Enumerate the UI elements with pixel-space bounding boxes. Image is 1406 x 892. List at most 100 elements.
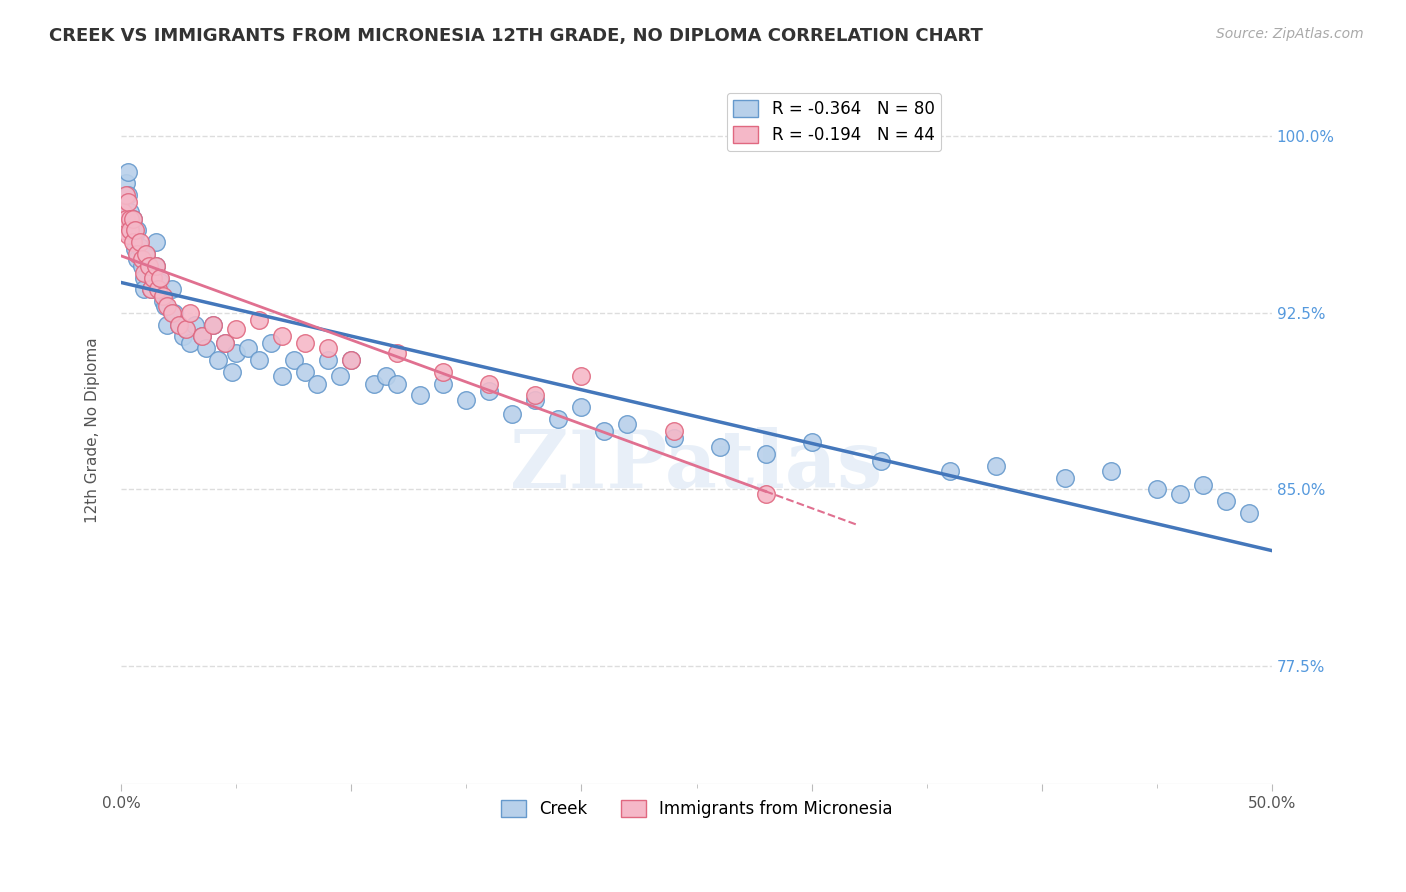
Point xyxy=(112,200,135,214)
Text: ZIPatlas: ZIPatlas xyxy=(510,427,883,505)
Point xyxy=(139,282,162,296)
Point xyxy=(117,195,139,210)
Point xyxy=(271,329,294,343)
Point xyxy=(117,164,139,178)
Point xyxy=(501,407,523,421)
Point xyxy=(478,376,501,391)
Point xyxy=(340,353,363,368)
Point xyxy=(247,313,270,327)
Point xyxy=(214,336,236,351)
Point xyxy=(800,435,823,450)
Point xyxy=(1192,477,1215,491)
Point xyxy=(145,235,167,250)
Point xyxy=(202,318,225,332)
Point xyxy=(145,259,167,273)
Point xyxy=(174,322,197,336)
Point xyxy=(387,376,409,391)
Point xyxy=(294,336,316,351)
Point xyxy=(329,369,352,384)
Point xyxy=(117,228,139,243)
Point xyxy=(207,353,229,368)
Point xyxy=(114,211,136,226)
Point xyxy=(363,376,385,391)
Point xyxy=(869,454,891,468)
Point xyxy=(571,400,593,414)
Point xyxy=(128,235,150,250)
Point xyxy=(179,336,201,351)
Text: CREEK VS IMMIGRANTS FROM MICRONESIA 12TH GRADE, NO DIPLOMA CORRELATION CHART: CREEK VS IMMIGRANTS FROM MICRONESIA 12TH… xyxy=(49,27,983,45)
Point xyxy=(112,204,135,219)
Point xyxy=(124,242,146,256)
Point xyxy=(316,353,339,368)
Point xyxy=(1146,483,1168,497)
Point xyxy=(260,336,283,351)
Point xyxy=(160,306,183,320)
Point xyxy=(662,424,685,438)
Point xyxy=(112,223,135,237)
Point xyxy=(456,392,478,407)
Point xyxy=(432,376,454,391)
Point xyxy=(146,282,169,296)
Point xyxy=(134,282,156,296)
Point xyxy=(127,223,149,237)
Point xyxy=(149,270,172,285)
Point xyxy=(131,259,153,273)
Point xyxy=(571,369,593,384)
Point xyxy=(120,223,142,237)
Point xyxy=(120,204,142,219)
Point xyxy=(754,447,776,461)
Point xyxy=(1215,494,1237,508)
Point xyxy=(142,270,165,285)
Point xyxy=(184,318,207,332)
Point xyxy=(131,252,153,266)
Point xyxy=(984,458,1007,473)
Point xyxy=(202,318,225,332)
Point xyxy=(124,228,146,243)
Point xyxy=(593,424,616,438)
Point xyxy=(138,259,160,273)
Point xyxy=(547,412,569,426)
Point xyxy=(409,388,432,402)
Point xyxy=(160,282,183,296)
Point xyxy=(135,247,157,261)
Point xyxy=(754,487,776,501)
Point xyxy=(114,211,136,226)
Point xyxy=(145,259,167,273)
Point xyxy=(135,247,157,261)
Point xyxy=(112,223,135,237)
Point xyxy=(121,211,143,226)
Point xyxy=(121,211,143,226)
Point xyxy=(124,223,146,237)
Point xyxy=(121,235,143,250)
Text: Source: ZipAtlas.com: Source: ZipAtlas.com xyxy=(1216,27,1364,41)
Point xyxy=(127,247,149,261)
Point xyxy=(616,417,638,431)
Point xyxy=(179,306,201,320)
Point xyxy=(127,252,149,266)
Point xyxy=(524,392,547,407)
Point xyxy=(1168,487,1191,501)
Point xyxy=(114,177,136,191)
Point xyxy=(149,275,172,289)
Point xyxy=(236,341,259,355)
Point xyxy=(432,365,454,379)
Point xyxy=(117,188,139,202)
Point xyxy=(1099,464,1122,478)
Point xyxy=(114,188,136,202)
Point xyxy=(121,223,143,237)
Point xyxy=(1053,471,1076,485)
Point xyxy=(305,376,328,391)
Point xyxy=(139,282,162,296)
Point xyxy=(152,289,174,303)
Point xyxy=(190,329,212,343)
Point xyxy=(190,329,212,343)
Point xyxy=(153,299,176,313)
Point xyxy=(167,318,190,332)
Point xyxy=(120,211,142,226)
Point xyxy=(283,353,305,368)
Point xyxy=(387,346,409,360)
Point xyxy=(172,329,194,343)
Point xyxy=(294,365,316,379)
Point xyxy=(662,431,685,445)
Point xyxy=(156,318,179,332)
